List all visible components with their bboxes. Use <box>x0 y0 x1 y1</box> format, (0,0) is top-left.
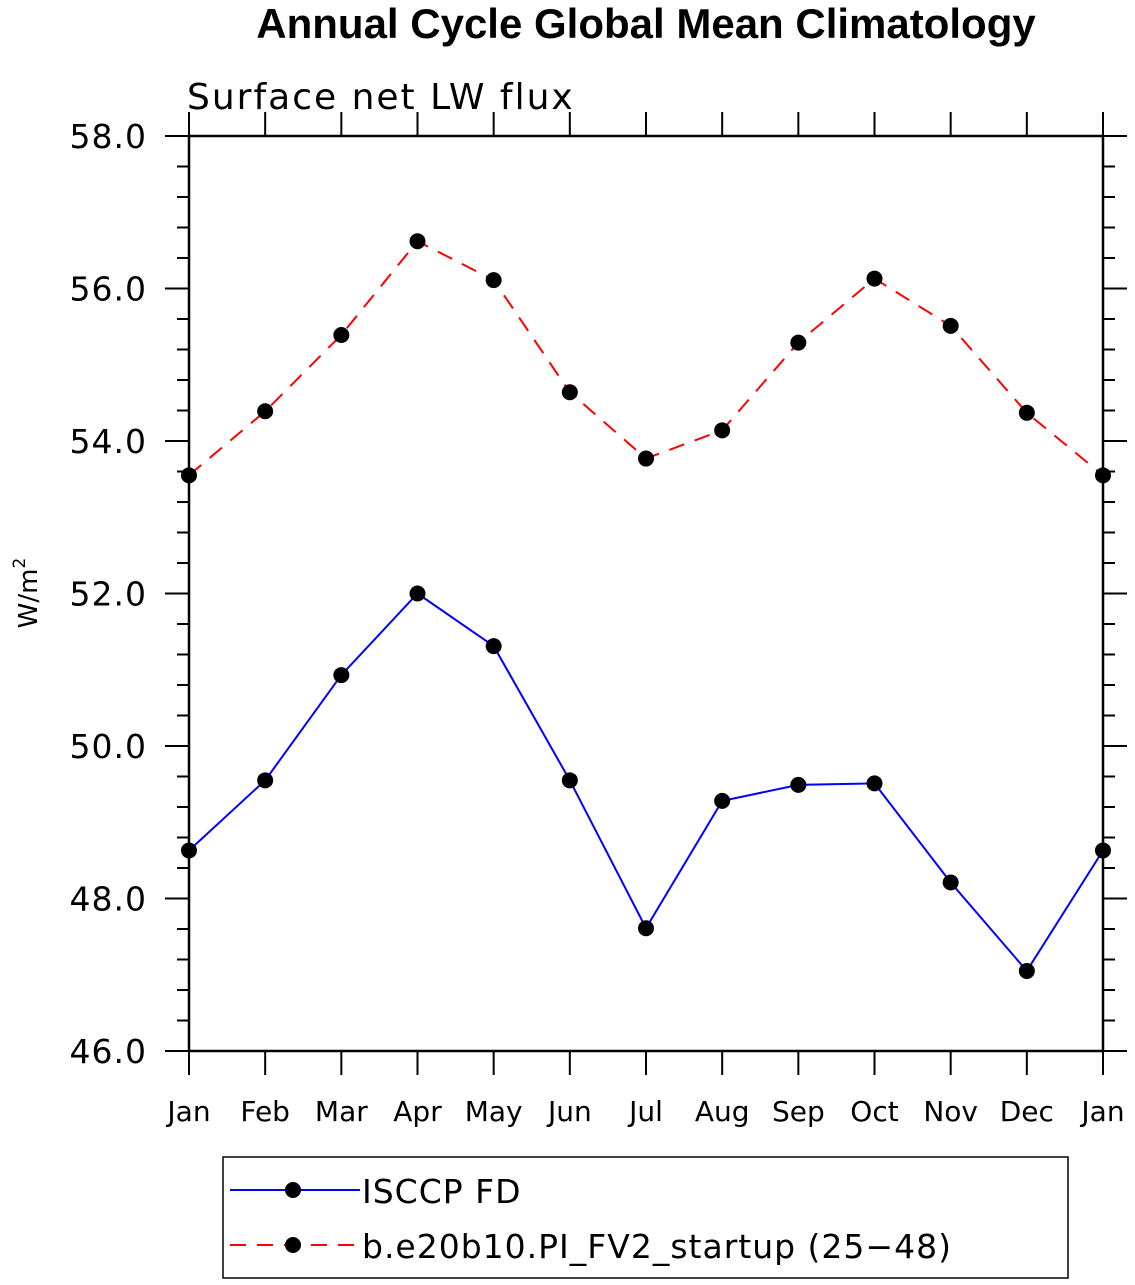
series-line-1 <box>188 239 1104 477</box>
data-point-1-3 <box>409 233 426 250</box>
chart-title: Annual Cycle Global Mean Climatology <box>256 0 1036 47</box>
data-point-0-5 <box>561 772 578 789</box>
legend-marker-isccp <box>285 1182 301 1198</box>
plot-frame <box>187 134 1105 1053</box>
data-point-1-0 <box>181 467 197 484</box>
legend-label-model: b.e20b10.PI_FV2_startup (25−48) <box>362 1227 952 1266</box>
data-point-1-10 <box>942 317 959 334</box>
y-axis-label: W/m2 <box>10 558 44 629</box>
y-tick-label: 50.0 <box>70 727 147 766</box>
x-tick-label: May <box>465 1095 523 1128</box>
data-point-1-5 <box>561 384 578 401</box>
legend-item-model: b.e20b10.PI_FV2_startup (25−48) <box>230 1227 952 1266</box>
x-tick-label: Nov <box>923 1095 978 1128</box>
x-tick-label: Jan <box>1079 1095 1124 1128</box>
x-tick-label: Mar <box>315 1095 368 1128</box>
data-point-1-8 <box>790 334 807 351</box>
x-axis-ticks <box>188 112 1104 1075</box>
y-axis-tick-labels: 46.0 48.0 50.0 52.0 54.0 56.0 58.0 <box>70 117 147 1071</box>
y-tick-label: 58.0 <box>70 117 147 156</box>
y-tick-label: 54.0 <box>70 422 147 461</box>
data-point-1-6 <box>638 450 654 467</box>
x-tick-label: Dec <box>1000 1095 1054 1128</box>
legend-box <box>222 1156 1069 1279</box>
legend-item-isccp: ISCCP FD <box>230 1172 522 1211</box>
legend-marker-model <box>285 1237 301 1253</box>
series-layer <box>181 233 1111 979</box>
y-tick-label: 48.0 <box>70 880 147 919</box>
x-tick-label: Aug <box>695 1095 750 1128</box>
data-point-0-4 <box>485 638 502 655</box>
data-point-1-4 <box>485 272 502 289</box>
data-point-0-12 <box>1095 842 1111 859</box>
data-point-0-0 <box>181 842 197 859</box>
data-point-0-8 <box>790 776 807 793</box>
y-tick-label: 56.0 <box>70 270 147 309</box>
data-point-0-6 <box>638 920 654 937</box>
x-tick-label: Oct <box>850 1095 898 1128</box>
legend: ISCCP FD b.e20b10.PI_FV2_startup (25−48) <box>222 1156 1069 1279</box>
x-tick-label: Jan <box>165 1095 210 1128</box>
data-point-0-10 <box>942 874 959 891</box>
data-point-1-9 <box>866 270 883 287</box>
x-tick-label: Jun <box>546 1095 592 1128</box>
x-axis-tick-labels: Jan Feb Mar Apr May Jun Jul Aug Sep Oct Nov Dec Jan <box>165 1095 1124 1128</box>
data-point-1-11 <box>1018 404 1035 421</box>
data-point-1-2 <box>333 327 350 344</box>
data-point-0-2 <box>333 667 350 684</box>
data-point-0-3 <box>409 585 426 602</box>
data-point-0-11 <box>1018 962 1035 979</box>
x-tick-label: Jul <box>627 1095 663 1128</box>
data-point-0-9 <box>866 775 883 792</box>
data-point-1-7 <box>714 422 731 439</box>
data-point-0-7 <box>714 792 731 809</box>
legend-label-isccp: ISCCP FD <box>362 1172 522 1211</box>
data-point-0-1 <box>257 772 274 789</box>
y-tick-label: 52.0 <box>70 575 147 614</box>
x-tick-label: Feb <box>240 1095 290 1128</box>
y-tick-label: 46.0 <box>70 1032 147 1071</box>
series-line-0 <box>188 592 1104 973</box>
x-tick-label: Apr <box>393 1095 442 1128</box>
data-point-1-1 <box>257 403 274 420</box>
y-axis-ticks <box>165 135 1127 1052</box>
data-point-1-12 <box>1095 467 1111 484</box>
chart-subtitle: Surface net LW flux <box>187 77 575 118</box>
x-tick-label: Sep <box>772 1095 825 1128</box>
